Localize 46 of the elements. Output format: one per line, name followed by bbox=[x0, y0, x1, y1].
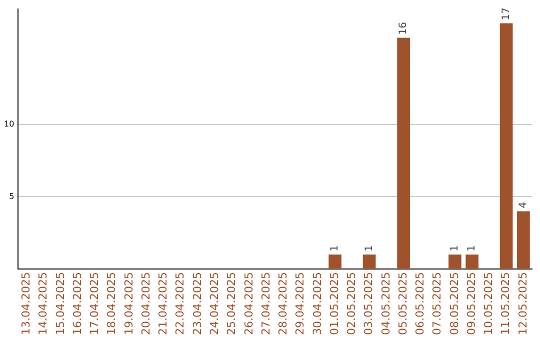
x-tick-label: 26.04.2025 bbox=[242, 272, 256, 336]
bar bbox=[517, 211, 530, 270]
x-tick-label: 21.04.2025 bbox=[156, 272, 170, 336]
x-tick-label: 16.04.2025 bbox=[70, 272, 84, 336]
x-tick-label: 27.04.2025 bbox=[259, 272, 272, 336]
y-tick-label: 10 bbox=[4, 120, 14, 129]
x-tick-label: 02.05.2025 bbox=[345, 272, 358, 336]
x-tick-label: 17.04.2025 bbox=[88, 272, 102, 336]
x-tick-label: 28.04.2025 bbox=[276, 272, 290, 336]
y-tick-label: 5 bbox=[9, 192, 14, 201]
x-tick-label: 01.05.2025 bbox=[328, 272, 341, 336]
data-label: 1 bbox=[466, 245, 478, 252]
data-label: 16 bbox=[398, 22, 410, 35]
bar bbox=[448, 254, 462, 270]
bar bbox=[362, 254, 376, 270]
x-tick-label: 23.04.2025 bbox=[190, 272, 204, 336]
x-tick-label: 20.04.2025 bbox=[139, 272, 152, 336]
x-tick-label: 29.04.2025 bbox=[294, 272, 307, 336]
x-tick-label: 15.04.2025 bbox=[54, 272, 67, 336]
x-tick-label: 30.04.2025 bbox=[310, 272, 324, 336]
x-tick-label: 22.04.2025 bbox=[174, 272, 187, 336]
data-label: 1 bbox=[450, 245, 461, 252]
x-tick-label: 24.04.2025 bbox=[208, 272, 222, 336]
bar bbox=[466, 254, 478, 270]
x-tick-label: 09.05.2025 bbox=[464, 272, 478, 336]
data-label: 17 bbox=[500, 8, 512, 20]
x-tick-label: 08.05.2025 bbox=[448, 272, 461, 336]
bar bbox=[397, 38, 410, 270]
x-tick-label: 18.04.2025 bbox=[105, 272, 118, 336]
x-tick-label: 19.04.2025 bbox=[122, 272, 136, 336]
x-tick-label: 13.04.2025 bbox=[20, 272, 33, 336]
data-label: 1 bbox=[364, 245, 375, 252]
x-tick-label: 07.05.2025 bbox=[430, 272, 444, 336]
x-tick-label: 10.05.2025 bbox=[482, 272, 496, 336]
bar bbox=[500, 23, 513, 270]
x-tick-label: 06.05.2025 bbox=[414, 272, 427, 336]
bar bbox=[328, 254, 342, 270]
x-tick-label: 12.05.2025 bbox=[516, 272, 530, 336]
data-label: 4 bbox=[518, 202, 530, 208]
x-tick-label: 25.04.2025 bbox=[225, 272, 238, 336]
x-tick-label: 04.05.2025 bbox=[379, 272, 392, 336]
x-tick-label: 11.05.2025 bbox=[499, 272, 512, 336]
x-tick-label: 14.04.2025 bbox=[36, 272, 50, 336]
x-tick-label: 03.05.2025 bbox=[362, 272, 376, 336]
x-tick-label: 05.05.2025 bbox=[396, 272, 410, 336]
data-label: 1 bbox=[330, 245, 341, 252]
